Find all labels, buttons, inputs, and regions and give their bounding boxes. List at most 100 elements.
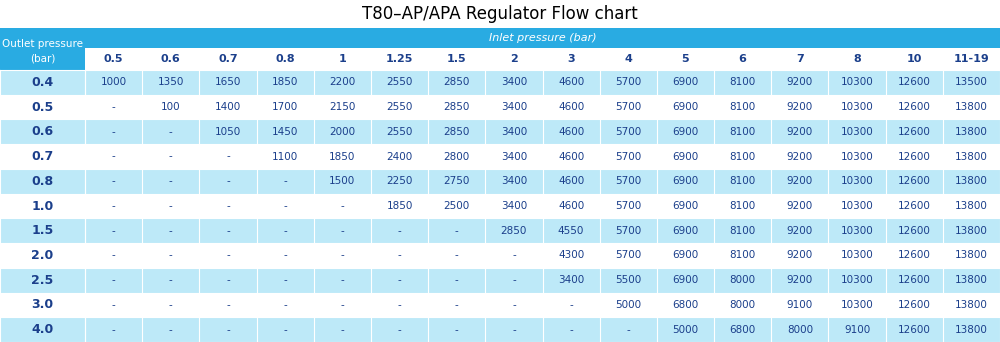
Text: 3400: 3400 bbox=[501, 152, 527, 161]
Bar bbox=[314, 48, 371, 70]
Text: -: - bbox=[226, 275, 230, 285]
Text: 5700: 5700 bbox=[615, 201, 641, 211]
Bar bbox=[485, 218, 542, 243]
Text: -: - bbox=[283, 275, 287, 285]
Text: 6900: 6900 bbox=[672, 152, 699, 161]
Text: -: - bbox=[398, 300, 401, 310]
Text: 0.6: 0.6 bbox=[31, 125, 54, 138]
Bar bbox=[428, 292, 485, 317]
Text: 2750: 2750 bbox=[444, 176, 470, 186]
Bar bbox=[257, 144, 314, 169]
Text: 8100: 8100 bbox=[730, 77, 756, 87]
Text: 3.0: 3.0 bbox=[31, 299, 54, 312]
Text: 5000: 5000 bbox=[615, 300, 641, 310]
Text: -: - bbox=[283, 325, 287, 334]
Text: 10300: 10300 bbox=[841, 300, 873, 310]
Text: -: - bbox=[112, 226, 115, 236]
Text: -: - bbox=[512, 250, 516, 261]
Bar bbox=[886, 194, 943, 218]
Text: 4600: 4600 bbox=[558, 102, 584, 112]
Bar bbox=[0, 144, 85, 169]
Text: 12600: 12600 bbox=[898, 226, 931, 236]
Bar bbox=[0, 243, 85, 268]
Bar bbox=[371, 218, 428, 243]
Text: -: - bbox=[283, 300, 287, 310]
Text: 8100: 8100 bbox=[730, 152, 756, 161]
Bar bbox=[771, 218, 828, 243]
Bar bbox=[142, 194, 199, 218]
Text: -: - bbox=[226, 300, 230, 310]
Bar bbox=[199, 95, 257, 119]
Text: 0.5: 0.5 bbox=[104, 54, 123, 64]
Bar bbox=[600, 292, 657, 317]
Text: 6900: 6900 bbox=[672, 77, 699, 87]
Text: 3400: 3400 bbox=[558, 275, 584, 285]
Text: -: - bbox=[455, 325, 459, 334]
Bar bbox=[714, 119, 771, 144]
Bar bbox=[428, 48, 485, 70]
Bar bbox=[657, 70, 714, 95]
Text: 10300: 10300 bbox=[841, 77, 873, 87]
Bar bbox=[828, 144, 886, 169]
Text: 1650: 1650 bbox=[215, 77, 241, 87]
Text: 3400: 3400 bbox=[501, 77, 527, 87]
Text: -: - bbox=[283, 176, 287, 186]
Bar bbox=[828, 48, 886, 70]
Bar bbox=[142, 95, 199, 119]
Bar bbox=[943, 292, 1000, 317]
Bar bbox=[943, 218, 1000, 243]
Bar bbox=[600, 169, 657, 194]
Text: 4: 4 bbox=[624, 54, 632, 64]
Text: 2: 2 bbox=[510, 54, 518, 64]
Bar bbox=[371, 70, 428, 95]
Text: 8: 8 bbox=[853, 54, 861, 64]
Bar bbox=[771, 119, 828, 144]
Text: -: - bbox=[169, 250, 173, 261]
Bar bbox=[85, 243, 142, 268]
Text: -: - bbox=[169, 300, 173, 310]
Bar bbox=[428, 194, 485, 218]
Bar bbox=[142, 292, 199, 317]
Bar bbox=[257, 48, 314, 70]
Text: 8100: 8100 bbox=[730, 201, 756, 211]
Bar bbox=[257, 169, 314, 194]
Bar bbox=[257, 243, 314, 268]
Bar bbox=[0, 70, 85, 95]
Text: -: - bbox=[340, 300, 344, 310]
Text: 13800: 13800 bbox=[955, 176, 988, 186]
Text: 3400: 3400 bbox=[501, 127, 527, 137]
Text: -: - bbox=[340, 250, 344, 261]
Bar bbox=[199, 48, 257, 70]
Text: -: - bbox=[226, 201, 230, 211]
Text: 8100: 8100 bbox=[730, 250, 756, 261]
Bar bbox=[943, 194, 1000, 218]
Bar bbox=[0, 28, 85, 70]
Bar bbox=[314, 292, 371, 317]
Text: -: - bbox=[169, 325, 173, 334]
Bar bbox=[199, 317, 257, 342]
Bar bbox=[943, 119, 1000, 144]
Bar bbox=[943, 169, 1000, 194]
Bar bbox=[657, 194, 714, 218]
Bar bbox=[85, 144, 142, 169]
Text: 9100: 9100 bbox=[787, 300, 813, 310]
Text: -: - bbox=[169, 176, 173, 186]
Bar bbox=[828, 317, 886, 342]
Text: T80–AP/APA Regulator Flow chart: T80–AP/APA Regulator Flow chart bbox=[362, 5, 638, 23]
Text: 4600: 4600 bbox=[558, 176, 584, 186]
Text: -: - bbox=[626, 325, 630, 334]
Text: 10300: 10300 bbox=[841, 201, 873, 211]
Text: 0.6: 0.6 bbox=[161, 54, 181, 64]
Text: 12600: 12600 bbox=[898, 275, 931, 285]
Bar bbox=[714, 268, 771, 292]
Bar bbox=[142, 243, 199, 268]
Bar bbox=[428, 317, 485, 342]
Text: -: - bbox=[398, 226, 401, 236]
Bar bbox=[714, 70, 771, 95]
Text: 6900: 6900 bbox=[672, 226, 699, 236]
Bar bbox=[199, 218, 257, 243]
Bar bbox=[485, 48, 542, 70]
Bar bbox=[142, 119, 199, 144]
Bar bbox=[199, 70, 257, 95]
Text: -: - bbox=[340, 325, 344, 334]
